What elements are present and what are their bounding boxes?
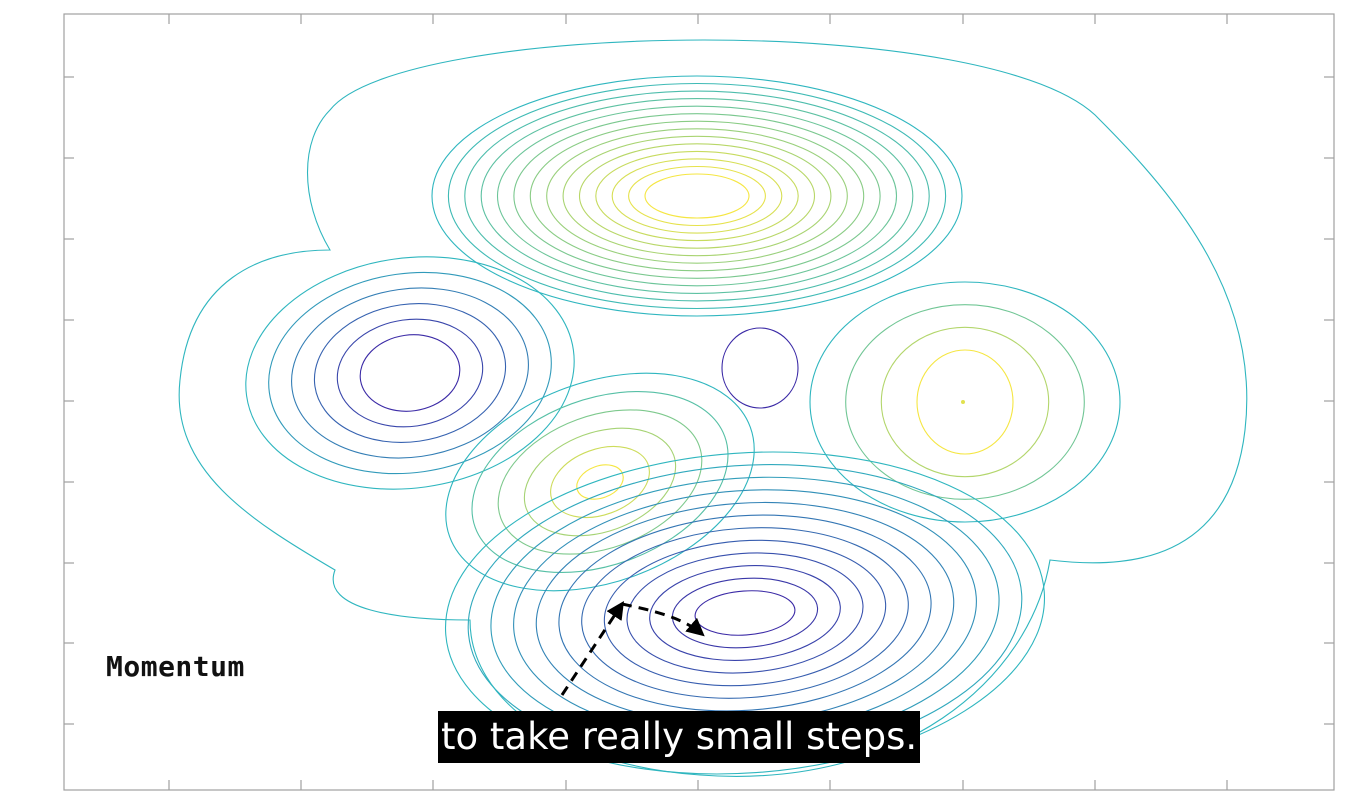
contour-set-left-basin: [245, 256, 575, 490]
contour-set-upper-peak: [431, 75, 963, 317]
contour-line: [644, 173, 750, 219]
peak-marker: [961, 400, 965, 404]
contour-line: [480, 98, 914, 294]
contour-line: [558, 514, 932, 712]
plot-frame: [63, 13, 1335, 791]
contour-line: [496, 105, 898, 287]
contour-line: [845, 304, 1085, 500]
contour-line: [649, 564, 841, 662]
contour-line: [245, 256, 575, 490]
contour-line: [447, 82, 947, 310]
contour-line: [562, 135, 832, 257]
path-segment: [621, 602, 705, 637]
contour-line: [626, 552, 864, 674]
contour-line: [880, 326, 1050, 478]
contour-line: [523, 427, 677, 537]
contour-line: [336, 318, 484, 428]
contour-line: [497, 409, 703, 555]
contour-line: [603, 539, 887, 687]
contour-line: [721, 327, 799, 409]
path-segment: [560, 600, 624, 696]
contour-line: [809, 281, 1121, 523]
contour-line: [578, 143, 816, 249]
contour-line: [611, 158, 783, 234]
contour-line: [576, 464, 624, 500]
axis-ticks: [64, 14, 1334, 790]
contour-line: [471, 391, 729, 573]
contour-line: [313, 303, 507, 443]
contour-line: [581, 527, 909, 699]
contour-set-center-pocket: [721, 327, 799, 409]
contour-line: [595, 150, 799, 242]
contour-line: [359, 334, 461, 412]
contour-line: [694, 590, 796, 636]
contour-line: [464, 90, 930, 302]
contour-line: [291, 287, 529, 459]
contour-line: [529, 120, 865, 272]
contour-line: [513, 113, 881, 279]
contour-set-right-peak: [809, 281, 1121, 523]
contour-line: [628, 165, 766, 227]
contour-line: [916, 349, 1014, 455]
contour-line: [444, 451, 1046, 775]
contour-line: [546, 128, 848, 264]
optimizer-path: [560, 600, 705, 696]
contour-line: [445, 372, 755, 592]
video-caption: to take really small steps.: [438, 711, 921, 763]
contour-line: [268, 271, 552, 475]
optimizer-label: Momentum: [106, 650, 245, 683]
contour-line: [431, 75, 963, 317]
contour-envelope: [178, 39, 1248, 777]
